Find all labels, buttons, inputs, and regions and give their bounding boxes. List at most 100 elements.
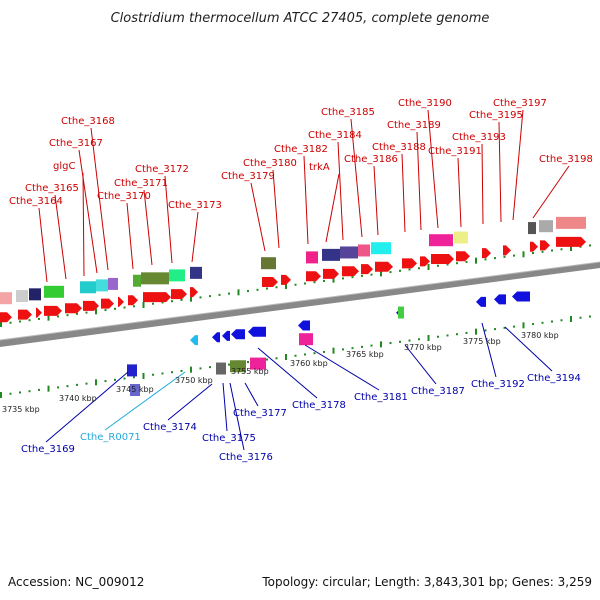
- ruler-tick: [475, 328, 477, 335]
- feature-box: [130, 384, 140, 396]
- top-gene-label: trkA: [309, 162, 330, 173]
- top-label-line: [54, 194, 67, 280]
- bottom-label-line: [45, 371, 129, 443]
- bottom-gene-label: Cthe_3177: [233, 408, 287, 419]
- forward-gene-arrow: [262, 277, 278, 287]
- top-label-line: [512, 109, 524, 221]
- ruler-tick: [95, 379, 97, 386]
- bottom-label-line: [229, 382, 245, 451]
- ruler-tick: [76, 383, 78, 386]
- ruler-tick: [190, 366, 192, 373]
- ruler-tick: [475, 257, 477, 264]
- forward-gene-arrow: [342, 266, 359, 277]
- forward-gene-arrow: [361, 264, 373, 275]
- top-label-line: [532, 165, 570, 219]
- forward-gene-arrow: [36, 307, 42, 318]
- top-label-line: [164, 175, 173, 264]
- bottom-gene-label: Cthe_3187: [411, 386, 465, 397]
- top-gene-label: Cthe_3172: [135, 164, 189, 175]
- ruler-tick: [142, 302, 145, 308]
- top-gene-label: glgC: [53, 161, 75, 172]
- ruler-tick: [266, 358, 268, 361]
- ruler-tick: [19, 320, 21, 323]
- ruler-tick: [47, 314, 50, 321]
- gene-labels: Cthe_3164 Cthe_3165 glgC Cthe_3167 Cthe_3168…: [9, 98, 593, 463]
- ruler-tick: [551, 249, 553, 252]
- feature-box: [340, 246, 358, 259]
- ruler-tick: [114, 307, 116, 310]
- ruler-tick: [199, 367, 202, 370]
- ruler-tick: [494, 257, 496, 260]
- feature-box: [539, 220, 553, 233]
- forward-gene-arrow: [556, 236, 586, 247]
- kbp-label: 3780 kbp: [521, 331, 559, 340]
- ruler-tick: [456, 262, 458, 265]
- top-label-line: [481, 143, 484, 225]
- ruler-tick: [313, 352, 316, 355]
- top-label-line: [78, 149, 98, 274]
- ruler-tick: [399, 340, 401, 343]
- ruler-tick: [285, 354, 287, 360]
- ruler-tick: [85, 382, 88, 385]
- ruler-tick: [503, 326, 506, 329]
- forward-gene-arrow: [323, 268, 339, 279]
- kbp-label: 3735 kbp: [2, 405, 40, 414]
- top-label-line: [82, 172, 85, 277]
- top-gene-label: Cthe_3198: [539, 154, 593, 165]
- forward-gene-arrow: [190, 287, 198, 298]
- ruler-tick: [446, 263, 449, 266]
- ruler-tick: [190, 295, 192, 302]
- reverse-gene-arrow: [476, 296, 486, 307]
- top-label-line: [325, 173, 340, 243]
- bottom-label-line: [404, 344, 437, 385]
- top-label-line: [303, 155, 309, 245]
- feature-box: [398, 306, 404, 319]
- ruler-tick: [323, 279, 325, 282]
- bottom-label-line: [244, 382, 259, 407]
- ruler-tick: [57, 386, 59, 389]
- forward-gene-arrow: [0, 312, 12, 323]
- ruler-tick: [304, 282, 306, 285]
- top-gene-label: Cthe_3182: [274, 144, 328, 155]
- ruler-tick: [361, 345, 363, 348]
- ruler-tick: [209, 295, 211, 298]
- top-label-line: [38, 207, 48, 283]
- ruler-tick: [28, 319, 31, 322]
- ruler-ticks: [0, 244, 591, 398]
- top-label-line: [337, 141, 344, 241]
- ruler-tick: [437, 264, 439, 267]
- ruler-tick: [456, 333, 458, 336]
- ruler-tick: [76, 312, 78, 315]
- forward-gene-arrow: [402, 258, 417, 269]
- feature-track: [0, 216, 586, 396]
- kbp-label: 3750 kbp: [175, 376, 213, 385]
- ruler-tick: [560, 248, 563, 251]
- reverse-gene-arrow: [298, 320, 310, 331]
- ruler-tick: [370, 344, 373, 347]
- ruler-tick: [513, 325, 515, 328]
- reverse-gene-arrow: [248, 326, 266, 337]
- ruler-tick: [465, 331, 468, 334]
- feature-box: [371, 242, 391, 255]
- feature-box: [96, 279, 108, 292]
- ruler-tick: [123, 306, 126, 309]
- ruler-tick: [199, 296, 202, 299]
- ruler-tick: [275, 357, 278, 360]
- feature-box: [358, 244, 370, 257]
- forward-gene-arrow: [306, 271, 321, 282]
- ruler-tick: [247, 290, 249, 293]
- feature-box: [216, 362, 226, 375]
- ruler-tick: [494, 328, 496, 331]
- feature-box: [190, 266, 202, 279]
- bottom-label-line: [257, 347, 318, 399]
- ruler-tick: [351, 276, 354, 279]
- kbp-label: 3755 kbp: [231, 367, 269, 376]
- ruler-tick: [503, 255, 506, 258]
- ruler-tick: [351, 347, 354, 350]
- ruler-tick: [427, 264, 430, 270]
- top-label-line: [350, 118, 363, 238]
- top-label-line: [498, 121, 502, 223]
- ruler-tick: [560, 319, 563, 322]
- feature-box: [528, 222, 536, 235]
- reverse-gene-arrow: [494, 294, 506, 305]
